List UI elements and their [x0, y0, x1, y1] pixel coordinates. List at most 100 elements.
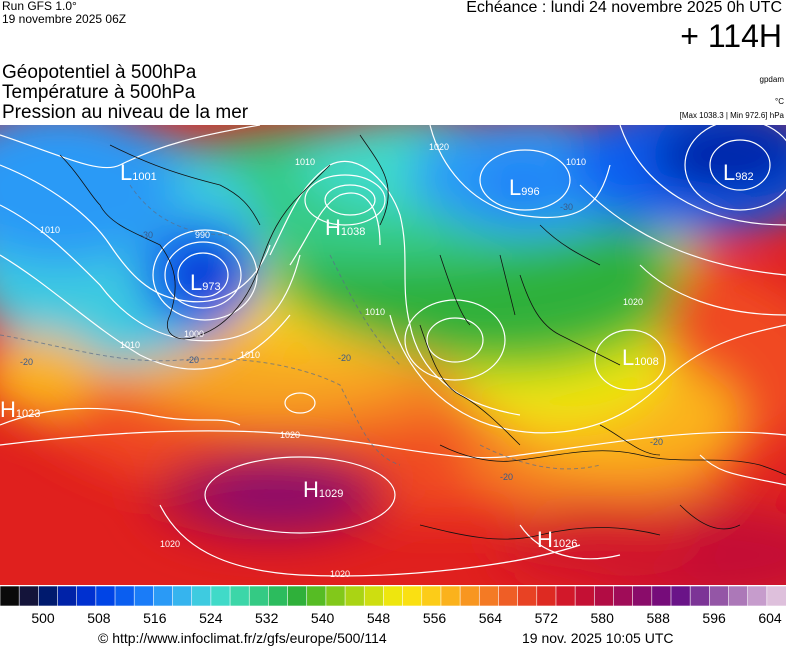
color-swatch [248, 586, 270, 606]
color-swatch [421, 586, 442, 606]
color-scale-tick-label: 556 [422, 610, 447, 626]
color-scale-tick-label: 588 [646, 610, 670, 626]
color-swatch [229, 586, 251, 606]
color-swatch [651, 586, 672, 606]
color-scale-tick-label: 516 [143, 610, 167, 626]
generation-timestamp: 19 nov. 2025 10:05 UTC [522, 630, 674, 646]
color-swatch [632, 586, 653, 606]
color-scale-tick-label: 580 [590, 610, 614, 626]
color-swatch [76, 586, 97, 606]
color-swatch [536, 586, 557, 606]
isobars [0, 125, 786, 577]
color-swatch [689, 586, 711, 606]
isotherm-label: -20 [20, 357, 33, 367]
color-swatch [459, 586, 481, 606]
color-swatch [440, 586, 461, 606]
isobar-label: 1020 [160, 539, 180, 549]
isobar-label: 1020 [623, 297, 643, 307]
color-swatch [133, 586, 155, 606]
color-swatch [517, 586, 538, 606]
color-swatch [325, 586, 346, 606]
color-swatch [498, 586, 519, 606]
color-scale-tick-label: 500 [31, 610, 55, 626]
color-scale-tick-label: 524 [199, 610, 223, 626]
low-center-label: L1001 [120, 160, 157, 185]
color-swatch [38, 586, 59, 606]
color-scale-tick-label: 548 [366, 610, 391, 626]
high-center-label: H1026 [537, 527, 577, 552]
temperature-isotherms [0, 184, 601, 470]
color-scale-tick-label: 564 [478, 610, 503, 626]
lead-time: + 114H [680, 18, 782, 54]
color-swatch [57, 586, 78, 606]
color-swatch [306, 586, 327, 606]
color-swatch [747, 586, 768, 606]
title-geopotential: Géopotentiel à 500hPa [2, 62, 197, 83]
run-label: Run GFS 1.0° [2, 0, 77, 13]
color-scale-bar [0, 586, 786, 606]
isotherm-label: -20 [500, 472, 513, 482]
coastlines [59, 134, 786, 540]
color-swatch [402, 586, 423, 606]
color-swatch [478, 586, 500, 606]
temperature-field [0, 125, 786, 585]
color-swatch [268, 586, 289, 606]
unit-gpdam: gpdam [759, 75, 784, 84]
color-scale-tick-label: 604 [758, 610, 782, 626]
isobar-label: 1000 [184, 329, 204, 339]
echeance-label: Echéance : lundi 24 novembre 2025 0h UTC [466, 0, 782, 16]
weather-map: L1001 L973 H1038 L996 L982 H1023 H1029 H… [0, 125, 786, 585]
color-swatch [709, 586, 730, 606]
unit-celsius: °C [775, 97, 784, 106]
high-center-label: H1023 [0, 397, 40, 422]
color-swatch [613, 586, 634, 606]
color-swatch [153, 586, 174, 606]
copyright-link[interactable]: © http://www.infoclimat.fr/z/gfs/europe/… [98, 630, 387, 646]
isotherm-label: -20 [186, 355, 199, 365]
isobar-label: 1020 [280, 430, 300, 440]
color-scale-tick-label: 572 [534, 610, 558, 626]
isotherm-label: -20 [338, 353, 351, 363]
isotherm-label: -20 [650, 437, 663, 447]
color-swatch [593, 586, 615, 606]
color-swatch [114, 586, 135, 606]
isobar-label: 1020 [429, 142, 449, 152]
color-swatch [344, 586, 366, 606]
color-swatch [0, 586, 20, 606]
color-swatch [728, 586, 749, 606]
isobar-labels: 1010 1000 990 1010 1010 1020 1010 1020 1… [40, 142, 643, 579]
run-date: 19 novembre 2025 06Z [2, 12, 127, 26]
color-scale-tick-label: 540 [310, 610, 335, 626]
title-pressure: Pression au niveau de la mer [2, 102, 249, 123]
high-center-label: H1029 [303, 477, 343, 502]
color-swatch [555, 586, 576, 606]
pressure-extremes: [Max 1038.3 | Min 972.6] hPa [679, 111, 784, 120]
color-swatch [95, 586, 116, 606]
isobar-label: 990 [195, 230, 210, 240]
color-scale-tick-label: 596 [702, 610, 726, 626]
color-scale-tick-label: 532 [255, 610, 279, 626]
color-swatch [670, 586, 691, 606]
color-swatch [363, 586, 385, 606]
color-swatch [18, 586, 40, 606]
isobar-label: 1010 [365, 307, 385, 317]
low-center-label: L982 [723, 160, 754, 185]
isotherm-label: -30 [140, 230, 153, 240]
low-center-label: L996 [509, 175, 540, 200]
high-center-label: H1038 [325, 215, 365, 240]
title-temperature: Température à 500hPa [2, 82, 196, 103]
color-swatch [172, 586, 193, 606]
isotherm-labels: -30 -20 -20 -20 -20 -30 -20 [20, 202, 663, 482]
color-swatch [766, 586, 786, 606]
isobar-label: 1010 [240, 350, 260, 360]
isobar-label: 1010 [566, 157, 586, 167]
color-scale-tick-label: 508 [87, 610, 111, 626]
color-swatch [210, 586, 231, 606]
isotherm-label: -30 [560, 202, 573, 212]
color-swatch [383, 586, 404, 606]
isobar-label: 1010 [295, 157, 315, 167]
pressure-center-labels: L1001 L973 H1038 L996 L982 H1023 H1029 H… [0, 160, 754, 552]
isobar-label: 1010 [40, 225, 60, 235]
low-center-label: L973 [190, 270, 221, 295]
color-swatch [287, 586, 308, 606]
